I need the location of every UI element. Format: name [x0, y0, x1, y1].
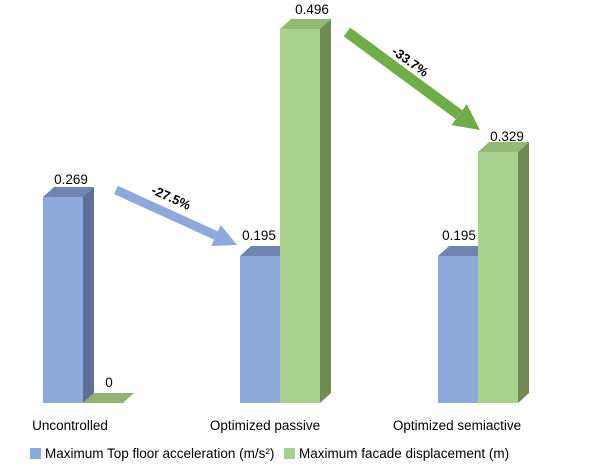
legend: Maximum Top floor acceleration (m/s²) Ma…	[30, 446, 509, 461]
value-label-uncontrolled-acceleration: 0.269	[54, 172, 88, 187]
value-label-semiactive-displacement: 0.329	[490, 129, 524, 144]
bar-front-face	[43, 197, 83, 403]
bar-side-face	[320, 19, 331, 403]
bar-uncontrolled-displacement-zero	[83, 393, 134, 403]
bar-top-face	[438, 246, 489, 256]
value-label-passive-acceleration: 0.195	[242, 228, 276, 243]
legend-swatch-displacement	[284, 448, 295, 459]
value-label-uncontrolled-displacement: 0	[105, 375, 113, 390]
category-label-semiactive: Optimized semiactive	[393, 418, 521, 433]
bar-top-face	[240, 246, 291, 256]
reduction-arrow-green	[343, 27, 480, 130]
reduction-arrow-blue	[114, 185, 237, 246]
arrow-shaft	[343, 27, 463, 120]
bar-semiactive-displacement	[478, 142, 529, 403]
bar-front-face	[240, 256, 280, 403]
legend-label-acceleration: Maximum Top floor acceleration (m/s²)	[45, 446, 274, 461]
legend-label-displacement: Maximum facade displacement (m)	[299, 446, 509, 461]
bar-top-face	[43, 187, 94, 197]
value-label-passive-displacement: 0.496	[295, 2, 329, 17]
category-label-passive: Optimized passive	[210, 418, 320, 433]
bar-front-face	[438, 256, 478, 403]
bar-uncontrolled-acceleration	[43, 187, 94, 403]
legend-swatch-acceleration	[30, 448, 41, 459]
bar-top-face	[478, 142, 529, 152]
bar-front-face	[280, 29, 320, 403]
category-label-uncontrolled: Uncontrolled	[32, 418, 108, 433]
arrow-head	[451, 104, 480, 130]
bar-top-face	[280, 19, 331, 29]
value-label-semiactive-acceleration: 0.195	[442, 228, 476, 243]
bar-side-face	[83, 187, 94, 403]
arrow-head	[211, 225, 237, 246]
bar-side-face	[518, 142, 529, 403]
arrow-shaft	[114, 185, 218, 240]
bar-front-face	[478, 152, 518, 403]
bar-passive-displacement	[280, 19, 331, 403]
